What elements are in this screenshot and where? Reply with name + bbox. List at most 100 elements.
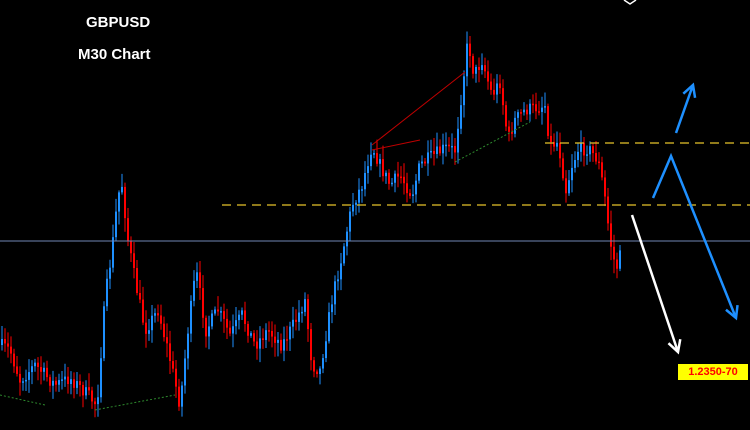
candle-body: [328, 312, 330, 342]
candle-body: [184, 358, 186, 386]
candle-177: [532, 94, 534, 114]
candle-body: [244, 310, 246, 324]
candle-body: [433, 150, 435, 154]
candle-body: [235, 320, 237, 327]
candle-159: [478, 57, 480, 83]
candle-153: [460, 94, 462, 135]
candle-136: [409, 189, 411, 199]
candle-86: [259, 326, 261, 363]
candle-body: [196, 272, 198, 281]
candle-171: [514, 111, 516, 138]
candle-body: [1, 339, 3, 345]
candle-46: [139, 279, 141, 304]
candle-body: [505, 105, 507, 127]
candle-body: [130, 240, 132, 254]
candle-34: [103, 301, 105, 362]
candle-body: [439, 146, 441, 154]
candle-body: [103, 306, 105, 359]
candle-body: [460, 105, 462, 129]
candle-101: [304, 292, 306, 317]
candle-16: [49, 374, 51, 393]
projection-arrow-down: [630, 214, 682, 355]
candle-body: [550, 135, 552, 142]
candle-166: [499, 74, 501, 94]
candle-132: [397, 161, 399, 188]
candle-body: [352, 204, 354, 212]
candle-body: [259, 338, 261, 349]
candle-body: [400, 176, 402, 179]
candle-body: [262, 338, 264, 340]
candle-body: [454, 145, 456, 153]
candle-body: [106, 278, 108, 307]
candle-body: [76, 381, 78, 388]
candles: [1, 31, 621, 418]
candle-body: [307, 299, 309, 330]
candle-body: [346, 231, 348, 247]
candle-77: [232, 314, 234, 348]
trend-line-green-3: [454, 121, 531, 163]
candle-175: [526, 104, 528, 121]
candle-body: [595, 153, 597, 162]
candle-18: [55, 376, 57, 392]
candle-124: [373, 149, 375, 159]
candle-body: [271, 330, 273, 337]
candle-81: [244, 301, 246, 332]
trend-line-red-2: [371, 139, 421, 151]
candle-body: [61, 379, 63, 381]
candle-203: [610, 210, 612, 261]
candle-104: [313, 356, 315, 378]
candle-body: [172, 361, 174, 369]
candle-75: [226, 308, 228, 339]
candle-body: [160, 315, 162, 324]
candle-body: [340, 263, 342, 280]
candle-20: [61, 371, 63, 390]
candle-164: [493, 78, 495, 101]
candle-body: [82, 384, 84, 396]
candle-body: [430, 150, 432, 153]
candle-183: [550, 123, 552, 155]
candle-body: [370, 154, 372, 167]
overlays: [0, 0, 750, 411]
candle-200: [601, 156, 603, 181]
candle-158: [475, 64, 477, 83]
candle-187: [562, 152, 564, 181]
candle-body: [367, 166, 369, 174]
candle-body: [166, 337, 168, 344]
candle-body: [238, 314, 240, 321]
candle-body: [532, 103, 534, 106]
candle-body: [577, 151, 579, 161]
candle-162: [487, 60, 489, 90]
candle-body: [286, 339, 288, 341]
candle-body: [388, 172, 390, 184]
candle-body: [301, 311, 303, 314]
candle-body: [94, 401, 96, 405]
candle-78: [235, 307, 237, 335]
candle-body: [112, 237, 114, 268]
candle-42: [127, 207, 129, 247]
candle-body: [586, 154, 588, 156]
candle-body: [325, 341, 327, 359]
candle-body: [451, 145, 453, 148]
candle-body: [139, 292, 141, 300]
candle-body: [514, 117, 516, 134]
candle-120: [361, 186, 363, 203]
candle-body: [508, 126, 510, 132]
candle-198: [595, 140, 597, 165]
candle-154: [463, 70, 465, 118]
candle-body: [391, 182, 393, 185]
candle-192: [577, 143, 579, 168]
candle-105: [316, 369, 318, 378]
candle-body: [403, 176, 405, 184]
candle-37: [112, 224, 114, 273]
candle-body: [355, 202, 357, 205]
candle-body: [406, 183, 408, 194]
candle-body: [349, 211, 351, 232]
candle-167: [502, 79, 504, 115]
candle-body: [382, 159, 384, 177]
candle-body: [145, 322, 147, 334]
candle-body: [496, 83, 498, 95]
candle-76: [229, 320, 231, 337]
candle-body: [436, 146, 438, 154]
candle-107: [322, 353, 324, 374]
